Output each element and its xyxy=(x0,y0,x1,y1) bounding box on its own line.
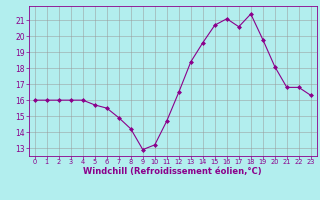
X-axis label: Windchill (Refroidissement éolien,°C): Windchill (Refroidissement éolien,°C) xyxy=(84,167,262,176)
